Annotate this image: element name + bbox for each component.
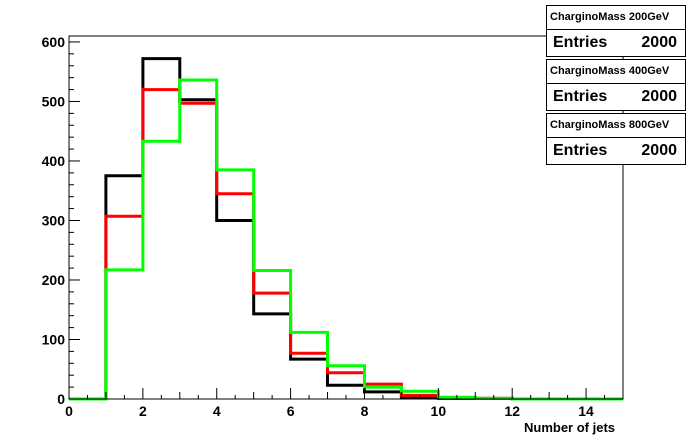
stats-box-200gev: CharginoMass 200GeV Entries 2000 bbox=[546, 5, 686, 57]
y-tick-label: 300 bbox=[42, 212, 66, 228]
y-tick-label: 0 bbox=[57, 391, 65, 407]
x-tick-label: 8 bbox=[361, 403, 369, 419]
x-tick-label: 0 bbox=[65, 403, 73, 419]
histogram-lines bbox=[69, 57, 623, 401]
stats-title: CharginoMass 800GeV bbox=[547, 114, 685, 138]
stats-entries-label: Entries bbox=[553, 142, 608, 159]
x-axis-title: Number of jets bbox=[524, 420, 615, 435]
stats-entries-label: Entries bbox=[553, 34, 608, 51]
x-tick-label: 4 bbox=[213, 403, 221, 419]
y-tick-label: 600 bbox=[42, 34, 66, 50]
x-tick-label: 10 bbox=[431, 403, 447, 419]
histogram-series-1 bbox=[69, 88, 623, 401]
y-tick-label: 500 bbox=[42, 93, 66, 109]
x-tick-label: 12 bbox=[504, 403, 520, 419]
stats-entries-value: 2000 bbox=[641, 142, 677, 159]
y-tick-label: 200 bbox=[42, 272, 66, 288]
y-tick-label: 100 bbox=[42, 331, 66, 347]
histogram-series-0 bbox=[69, 57, 623, 401]
stats-entries-value: 2000 bbox=[641, 34, 677, 51]
x-tick-label: 6 bbox=[287, 403, 295, 419]
axes: 0 2 4 6 8 10 12 14 0 100 200 300 400 500 600 Number of … bbox=[42, 34, 624, 435]
histogram-series-2 bbox=[69, 78, 623, 401]
stats-box-800gev: CharginoMass 800GeV Entries 2000 bbox=[546, 113, 686, 165]
stats-entries-label: Entries bbox=[553, 88, 608, 105]
stats-title: CharginoMass 400GeV bbox=[547, 60, 685, 84]
stats-box-400gev: CharginoMass 400GeV Entries 2000 bbox=[546, 59, 686, 111]
y-tick-label: 400 bbox=[42, 153, 66, 169]
x-tick-label: 2 bbox=[139, 403, 147, 419]
x-tick-label: 14 bbox=[578, 403, 594, 419]
stats-title: CharginoMass 200GeV bbox=[547, 6, 685, 30]
stats-entries-value: 2000 bbox=[641, 88, 677, 105]
